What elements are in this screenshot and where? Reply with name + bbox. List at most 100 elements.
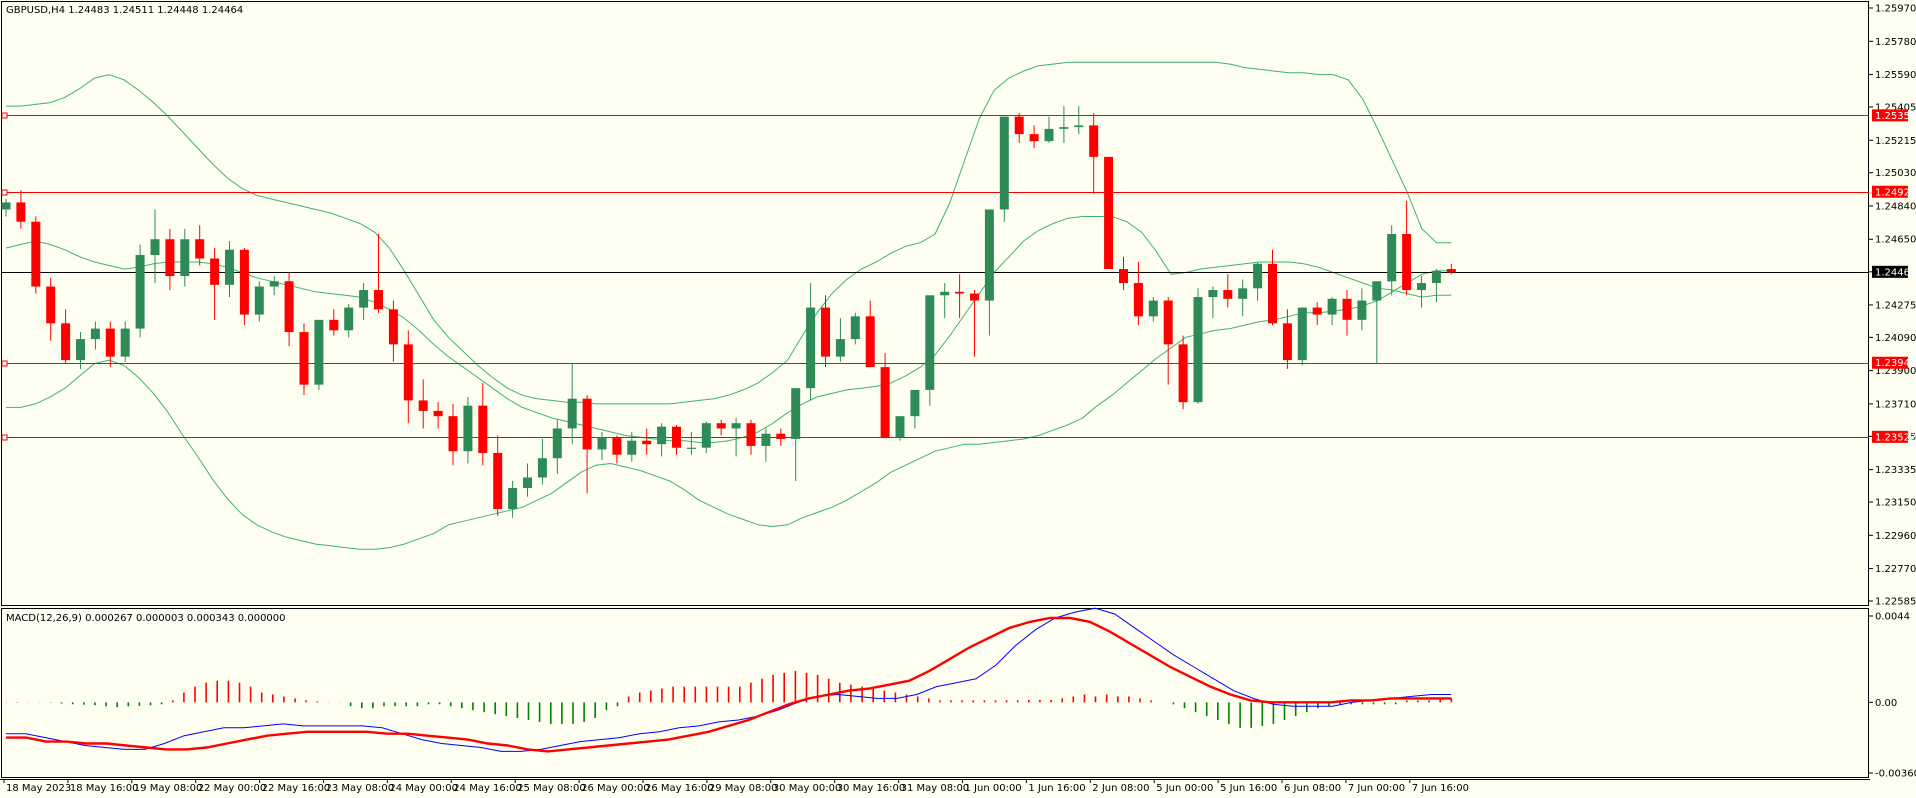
candle-body-62 xyxy=(925,295,935,390)
candle-body-9 xyxy=(135,255,145,329)
time-tick-label-20: 6 Jun 08:00 xyxy=(1284,783,1341,794)
candle-body-1 xyxy=(16,202,26,222)
candle-body-52 xyxy=(776,433,786,439)
candle-body-15 xyxy=(225,249,234,285)
candle-body-89 xyxy=(1327,298,1337,315)
candle-body-11 xyxy=(165,239,175,277)
time-tick-label-3: 22 May 00:00 xyxy=(198,783,267,794)
candle-body-12 xyxy=(180,239,190,277)
candle-body-65 xyxy=(970,293,979,301)
price-tick-label-9: 1.24275 xyxy=(1875,300,1916,311)
candle-body-93 xyxy=(1387,233,1397,282)
price-tick-label-17: 1.22770 xyxy=(1875,564,1916,575)
candle-body-78 xyxy=(1163,300,1173,345)
candle-body-45 xyxy=(672,426,681,448)
time-tick-label-2: 19 May 08:00 xyxy=(134,783,203,794)
candle-body-37 xyxy=(552,428,562,459)
level-tag-1 xyxy=(1872,185,1908,198)
candle-body-70 xyxy=(1044,128,1054,142)
price-tick-label-5: 1.25030 xyxy=(1875,168,1916,179)
macd-signal-line xyxy=(6,616,1452,753)
macd-pane-frame xyxy=(1,608,1869,778)
price-tick-label-0: 1.25970 xyxy=(1875,4,1916,15)
level-anchor-1 xyxy=(1,189,8,196)
time-tick-label-21: 7 Jun 00:00 xyxy=(1348,783,1405,794)
candle-body-79 xyxy=(1178,344,1188,403)
candle-body-10 xyxy=(150,239,160,256)
bollinger-bands xyxy=(5,61,1452,550)
candle-body-51 xyxy=(761,433,771,446)
candle-body-76 xyxy=(1133,283,1143,317)
price-axis: 1.25970 1.25780 1.25590 1.25405 1.25215 1.250… xyxy=(1869,4,1916,608)
candle-body-32 xyxy=(478,405,488,453)
candle-body-92 xyxy=(1372,281,1382,301)
candle-body-27 xyxy=(403,344,413,401)
candle-body-60 xyxy=(895,416,905,438)
candle-body-80 xyxy=(1193,297,1203,403)
price-tick-label-1: 1.25780 xyxy=(1875,37,1916,48)
candle-body-7 xyxy=(105,328,115,357)
current-price-tag xyxy=(1872,265,1908,278)
candle-body-17 xyxy=(254,286,264,315)
level-tag-label-0: 1.25357 xyxy=(1875,111,1916,122)
candle-body-90 xyxy=(1342,298,1352,320)
candle-body-57 xyxy=(850,316,860,340)
candle-body-74 xyxy=(1104,156,1114,270)
time-tick-label-17: 2 Jun 08:00 xyxy=(1092,783,1149,794)
band-middle xyxy=(5,216,1452,443)
time-tick-label-18: 5 Jun 00:00 xyxy=(1156,783,1213,794)
candle-body-39 xyxy=(582,398,592,450)
candle-body-64 xyxy=(955,291,965,294)
level-tag-label-3: 1.23522 xyxy=(1875,432,1916,443)
candle-body-49 xyxy=(731,423,741,429)
candles xyxy=(1,106,1456,518)
time-tick-label-10: 26 May 16:00 xyxy=(645,783,714,794)
candle-body-81 xyxy=(1208,290,1218,298)
candle-body-30 xyxy=(448,416,458,452)
time-tick-label-15: 1 Jun 00:00 xyxy=(965,783,1022,794)
candle-body-41 xyxy=(612,437,622,455)
candle-body-85 xyxy=(1268,263,1277,324)
macd-axis: 0.0044 0.00 -0.003602 xyxy=(1869,612,1916,780)
candle-body-68 xyxy=(1014,116,1024,135)
candle-body-29 xyxy=(433,410,443,417)
main-pane-frame xyxy=(1,1,1869,606)
macd-main-line xyxy=(6,607,1452,752)
candle-body-4 xyxy=(61,323,71,361)
candle-body-58 xyxy=(865,316,875,368)
price-tick-label-15: 1.23150 xyxy=(1875,498,1916,509)
candle-body-96 xyxy=(1431,270,1441,284)
candle-body-3 xyxy=(46,286,56,324)
candle-body-48 xyxy=(716,423,726,429)
candle-body-13 xyxy=(195,239,205,259)
time-tick-label-6: 24 May 00:00 xyxy=(389,783,458,794)
time-tick-label-22: 7 Jun 16:00 xyxy=(1412,783,1469,794)
candle-body-0 xyxy=(1,202,11,210)
band-lower xyxy=(6,270,1452,550)
candle-body-2 xyxy=(31,221,41,287)
time-tick-label-12: 30 May 00:00 xyxy=(773,783,842,794)
candle-body-19 xyxy=(284,281,294,333)
level-anchor-2 xyxy=(1,360,8,367)
candle-body-25 xyxy=(374,290,383,310)
level-tag-2 xyxy=(1872,356,1908,369)
time-tick-label-11: 29 May 08:00 xyxy=(709,783,778,794)
price-tick-label-18: 1.22585 xyxy=(1875,597,1916,608)
candle-body-67 xyxy=(999,116,1009,210)
time-tick-label-8: 25 May 08:00 xyxy=(517,783,586,794)
price-tick-label-11: 1.23900 xyxy=(1875,366,1916,377)
candle-body-46 xyxy=(686,447,696,449)
time-tick-label-1: 18 May 16:00 xyxy=(70,783,139,794)
price-tick-label-4: 1.25215 xyxy=(1875,136,1916,147)
candle-body-54 xyxy=(806,307,816,389)
candle-body-88 xyxy=(1312,307,1322,315)
candle-body-42 xyxy=(627,440,637,455)
candle-body-6 xyxy=(90,328,100,340)
candle-body-59 xyxy=(880,367,890,438)
price-tick-label-2: 1.25590 xyxy=(1875,70,1916,81)
candle-body-56 xyxy=(835,339,845,357)
candle-body-18 xyxy=(269,281,279,287)
price-tick-label-6: 1.24840 xyxy=(1875,201,1916,212)
